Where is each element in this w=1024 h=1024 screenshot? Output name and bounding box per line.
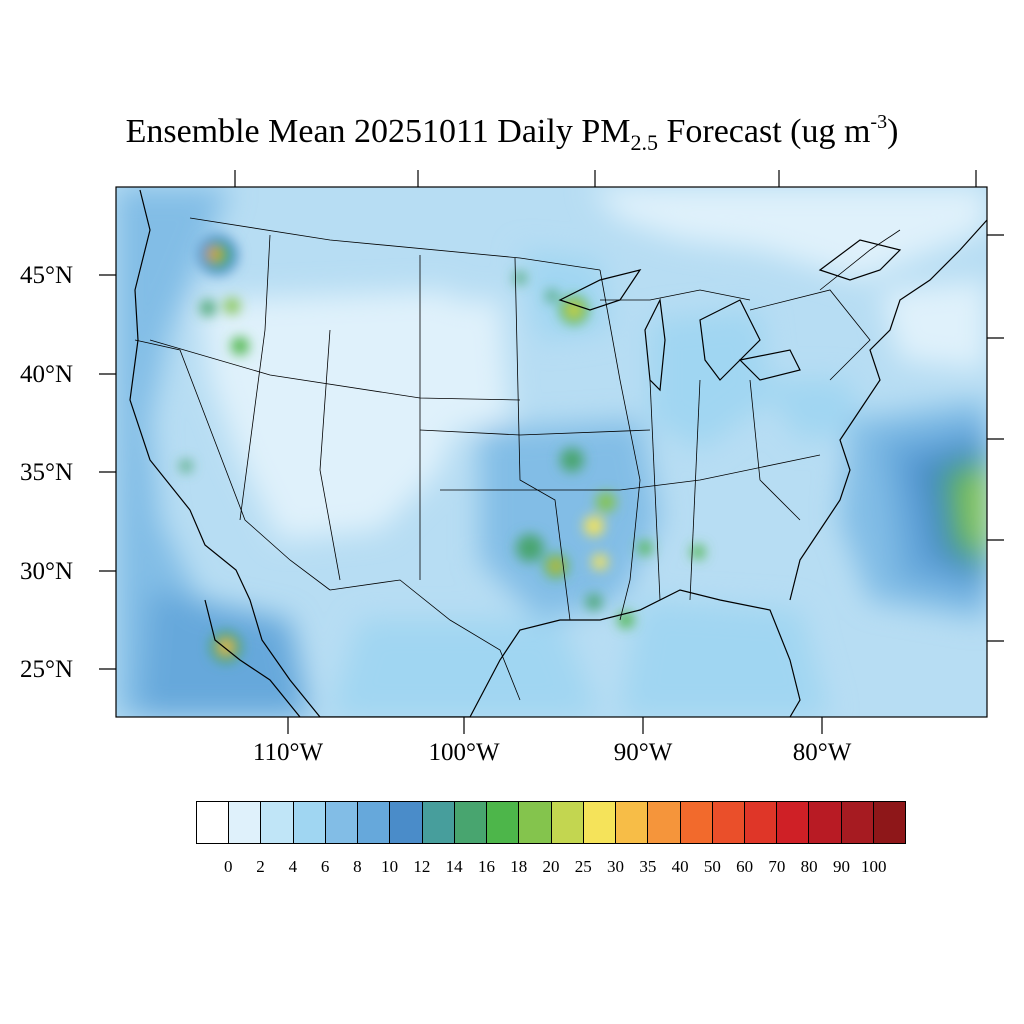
colorbar-label: 16 — [477, 857, 495, 876]
colorbar-box — [325, 802, 359, 843]
colorbar-box — [616, 802, 649, 843]
latitude-label-30n: 30°N — [20, 558, 74, 585]
colorbar-label: 14 — [445, 857, 463, 876]
pm25-field — [116, 187, 987, 717]
latitude-label-35n: 35°N — [20, 459, 74, 486]
colorbar-box — [873, 802, 906, 843]
colorbar — [196, 801, 906, 844]
longitude-label-100w: 100°W — [428, 739, 500, 766]
colorbar-box — [519, 802, 552, 843]
colorbar-box — [390, 802, 423, 843]
colorbar-box — [422, 802, 455, 843]
colorbar-box — [680, 802, 713, 843]
colorbar-box — [229, 802, 262, 843]
colorbar-label: 6 — [320, 857, 330, 876]
colorbar-box — [841, 802, 874, 843]
longitude-label-90w: 90°W — [613, 739, 673, 766]
colorbar-label: 4 — [288, 857, 298, 876]
colorbar-box — [261, 802, 294, 843]
colorbar-label: 70 — [768, 857, 786, 876]
colorbar-box — [744, 802, 778, 843]
colorbar-label: 0 — [224, 857, 233, 876]
longitude-label-80w: 80°W — [792, 739, 852, 766]
colorbar-label: 60 — [736, 857, 754, 876]
coastline — [129, 189, 987, 717]
latitude-label-25n: 25°N — [20, 656, 74, 683]
colorbar-box — [197, 802, 230, 843]
hotspots — [180, 235, 705, 663]
colorbar-label: 25 — [574, 857, 592, 876]
colorbar-label: 100 — [860, 857, 887, 876]
latitude-label-40n: 40°N — [20, 361, 74, 388]
boundaries — [134, 217, 901, 701]
colorbar-box — [583, 802, 617, 843]
latitude-label-45n: 45°N — [20, 262, 74, 289]
colorbar-label: 40 — [671, 857, 689, 876]
colorbar-box — [777, 802, 810, 843]
colorbar-label: 80 — [800, 857, 818, 876]
colorbar-label: 18 — [510, 857, 528, 876]
colorbar-box — [487, 802, 520, 843]
longitude-label-110w: 110°W — [252, 739, 324, 766]
map-title: Ensemble Mean 20251011 Daily PM2.5 Forec… — [125, 111, 899, 155]
colorbar-label: 10 — [381, 857, 399, 876]
colorbar-box — [454, 802, 488, 843]
colorbar-label: 8 — [353, 857, 362, 876]
colorbar-label: 12 — [413, 857, 431, 876]
colorbar-label: 35 — [639, 857, 657, 876]
colorbar-label: 20 — [542, 857, 560, 876]
colorbar-box — [293, 802, 326, 843]
colorbar-label: 50 — [703, 857, 721, 876]
colorbar-label: 2 — [256, 857, 265, 876]
colorbar-box — [712, 802, 745, 843]
axis-ticks — [99, 170, 1004, 734]
map-frame — [115, 186, 988, 718]
colorbar-box — [358, 802, 391, 843]
colorbar-box — [648, 802, 681, 843]
colorbar-box — [551, 802, 584, 843]
colorbar-label: 90 — [832, 857, 850, 876]
colorbar-label: 30 — [607, 857, 625, 876]
colorbar-box — [809, 802, 842, 843]
